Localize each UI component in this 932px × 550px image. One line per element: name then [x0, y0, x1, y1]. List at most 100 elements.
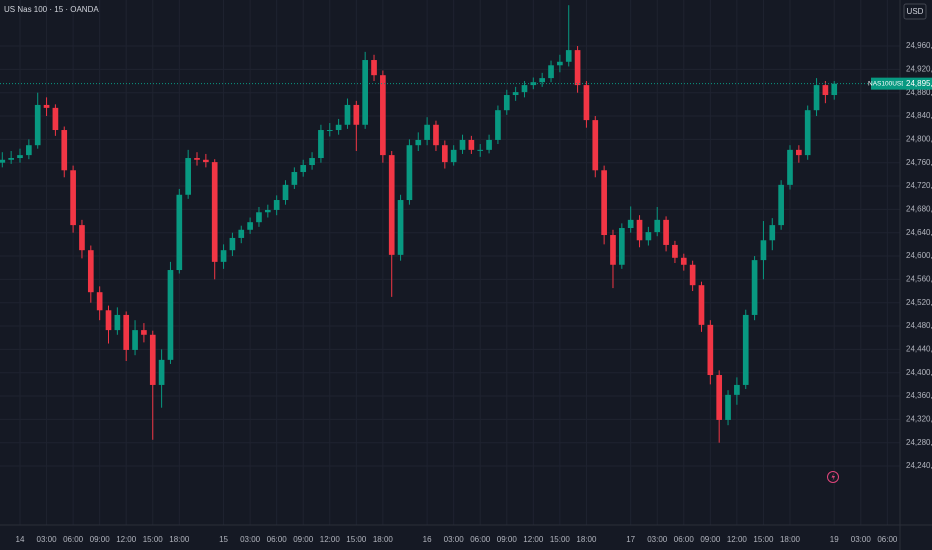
x-tick-label: 09:00: [497, 535, 518, 544]
candle-body: [406, 145, 413, 201]
y-tick-label: 24,320,0: [906, 414, 932, 423]
candle-body: [211, 162, 218, 262]
y-tick-label: 24,520,0: [906, 298, 932, 307]
candle-body: [167, 270, 174, 360]
candle-body: [787, 149, 793, 185]
candle-body: [450, 149, 457, 163]
candle-body: [503, 95, 510, 111]
candle-body: [264, 209, 271, 213]
candle-body: [689, 264, 696, 286]
candle-body: [326, 130, 333, 132]
candle-body: [52, 107, 59, 131]
candle-body: [433, 124, 439, 146]
candle-body: [557, 61, 563, 66]
x-tick-label: 12:00: [116, 535, 137, 544]
candles: [0, 5, 900, 443]
candle-body: [238, 229, 245, 238]
symbol-label: NAS100USD: [868, 80, 906, 87]
candle-body: [176, 194, 183, 271]
currency-button[interactable]: [903, 3, 927, 20]
x-tick-label: 19: [830, 535, 839, 544]
y-tick-label: 24,560,0: [906, 274, 932, 283]
x-tick-label: 06:00: [267, 535, 288, 544]
y-tick-label: 24,920,0: [906, 64, 932, 73]
y-tick-label: 24,280,0: [906, 438, 932, 447]
candle-body: [185, 158, 191, 195]
x-tick-label: 12:00: [320, 535, 341, 544]
y-tick-label: 24,800,0: [906, 134, 932, 143]
candle-body: [459, 139, 466, 150]
candle-body: [273, 200, 280, 210]
candle-body: [26, 145, 32, 156]
x-tick-label: 18:00: [373, 535, 394, 544]
y-tick-label: 24,640,0: [906, 228, 932, 237]
candle-body: [627, 219, 634, 229]
y-tick-label: 24,400,0: [906, 368, 932, 377]
candle-body: [141, 330, 147, 335]
candle-body: [123, 314, 130, 350]
candle-body: [796, 149, 802, 156]
x-tick-label: 09:00: [700, 535, 721, 544]
candle-body: [132, 330, 138, 350]
candle-body: [335, 124, 342, 131]
price-tag: [903, 77, 932, 90]
candle-body: [282, 184, 289, 201]
candle-body: [530, 82, 537, 86]
y-tick-label: 24,960,0: [906, 41, 932, 50]
candle-body: [804, 110, 811, 156]
x-tick-label: 12:00: [727, 535, 748, 544]
candle-body: [725, 394, 731, 420]
candle-body: [610, 235, 616, 265]
alert-icon[interactable]: [827, 471, 839, 483]
candle-body: [371, 60, 377, 76]
x-tick-label: 15:00: [753, 535, 774, 544]
currency-label[interactable]: USD: [907, 7, 924, 16]
x-tick-label: 15: [219, 535, 228, 544]
candle-body: [247, 222, 253, 230]
candle-body: [565, 50, 572, 62]
candle-body: [680, 257, 687, 265]
x-tick-label: 03:00: [851, 535, 872, 544]
y-tick-label: 24,240,0: [906, 461, 932, 470]
candle-body: [813, 85, 820, 111]
candle-body: [17, 155, 23, 159]
candle-body: [194, 158, 200, 160]
candle-body: [468, 139, 475, 150]
candle-body: [477, 149, 484, 151]
candle-body: [309, 158, 315, 166]
y-tick-label: 24,680,0: [906, 204, 932, 213]
y-tick-label: 24,720,0: [906, 181, 932, 190]
x-tick-label: 03:00: [647, 535, 668, 544]
y-tick-label: 24,440,0: [906, 344, 932, 353]
candle-body: [415, 139, 422, 146]
x-tick-label: 18:00: [169, 535, 190, 544]
y-tick-label: 24,840,0: [906, 111, 932, 120]
candle-body: [486, 139, 492, 150]
x-tick-label: 03:00: [444, 535, 465, 544]
x-tick-label: 06:00: [877, 535, 898, 544]
candle-body: [539, 78, 546, 83]
x-tick-label: 18:00: [576, 535, 597, 544]
candle-body: [291, 172, 298, 185]
axes: 24,240,0 24,280,0 24,320,0 24,360,0 24,400,0…: [16, 41, 932, 544]
candle-body: [424, 124, 430, 140]
candle-body: [716, 375, 723, 420]
y-tick-label: 24,600,0: [906, 251, 932, 260]
candle-body: [822, 85, 829, 96]
candle-body: [592, 120, 599, 171]
candle-body: [583, 85, 590, 121]
candle-body: [318, 130, 324, 159]
candle-body: [698, 285, 705, 325]
candle-body: [8, 158, 14, 160]
candle-body: [601, 170, 607, 236]
candle-body: [362, 60, 369, 125]
candle-body: [96, 292, 103, 311]
candle-body: [495, 110, 501, 140]
y-tick-label: 24,360,0: [906, 391, 932, 400]
x-tick-label: 06:00: [63, 535, 84, 544]
x-tick-label: 06:00: [470, 535, 491, 544]
candle-body: [521, 85, 528, 93]
candle-body: [61, 130, 68, 171]
candle-body: [548, 65, 554, 79]
